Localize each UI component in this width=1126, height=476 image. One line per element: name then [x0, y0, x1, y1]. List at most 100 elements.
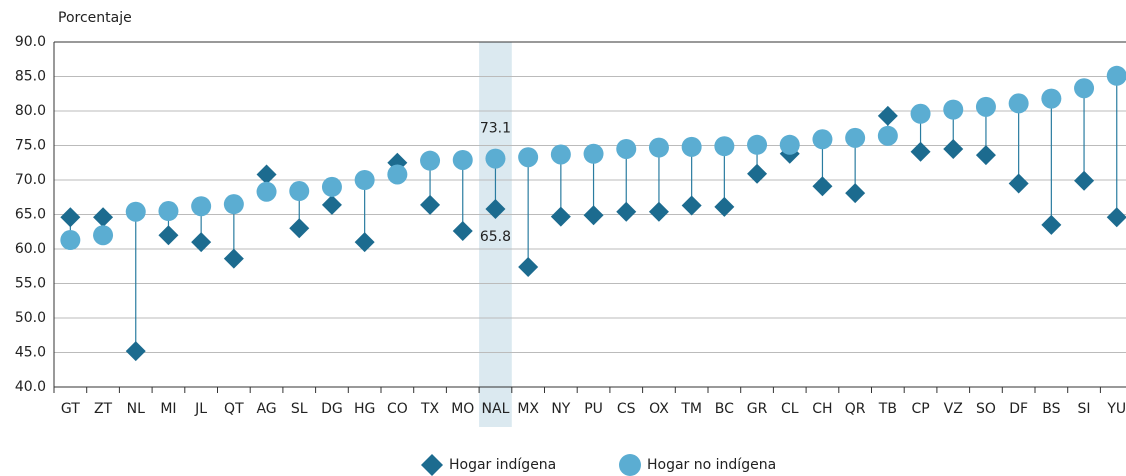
x-tick-label: QT	[224, 401, 244, 417]
x-tick-label: CO	[387, 401, 408, 417]
circle-marker	[845, 127, 866, 148]
diamond-marker	[420, 194, 441, 215]
legend-label: Hogar indígena	[449, 457, 556, 473]
diamond-marker	[485, 198, 506, 219]
diamond-marker	[812, 176, 833, 197]
circle-marker	[223, 194, 244, 215]
diamond-marker	[93, 207, 114, 228]
diamond-marker	[1041, 214, 1062, 235]
circle-marker	[518, 147, 539, 168]
diamond-marker	[452, 221, 473, 242]
circle-marker	[910, 103, 931, 124]
circle-marker	[60, 230, 81, 251]
y-tick-label: 45.0	[15, 345, 46, 361]
x-tick-label: DG	[321, 401, 343, 417]
diamond-marker	[60, 207, 81, 228]
legend-label: Hogar no indígena	[647, 457, 776, 473]
y-tick-label: 65.0	[15, 207, 46, 223]
diamond-marker	[256, 164, 277, 185]
x-tick-label: TM	[680, 401, 702, 417]
x-tick-label: SO	[976, 401, 996, 417]
circle-marker	[975, 96, 996, 117]
diamond-marker	[681, 195, 702, 216]
x-tick-label: BS	[1042, 401, 1060, 417]
y-tick-label: 85.0	[15, 69, 46, 85]
diamond-marker	[550, 206, 571, 227]
highlight-band	[479, 42, 512, 427]
x-tick-label: NY	[551, 401, 570, 417]
x-tick-label: ZT	[94, 401, 113, 417]
circle-marker	[485, 148, 506, 169]
diamond-marker	[1106, 207, 1126, 228]
diamond-marker	[125, 341, 146, 362]
x-tick-label: BC	[715, 401, 734, 417]
data-label: 65.8	[480, 229, 511, 245]
x-tick-label: SI	[1078, 401, 1091, 417]
y-tick-label: 70.0	[15, 172, 46, 188]
circle-marker	[779, 134, 800, 155]
circle-marker	[420, 150, 441, 171]
x-tick-label: NAL	[482, 401, 510, 417]
circle-marker	[387, 164, 408, 185]
y-tick-label: 75.0	[15, 138, 46, 154]
diamond-marker	[354, 232, 375, 253]
x-tick-label: CH	[812, 401, 832, 417]
circle-marker	[452, 149, 473, 170]
circle-marker	[191, 196, 212, 217]
circle-marker	[93, 225, 114, 246]
circle-marker	[550, 144, 571, 165]
circle-marker	[289, 181, 310, 202]
circle-marker	[583, 143, 604, 164]
x-tick-label: CP	[911, 401, 929, 417]
circle-marker	[1106, 65, 1126, 86]
y-tick-label: 50.0	[15, 310, 46, 326]
x-tick-label: TX	[420, 401, 440, 417]
y-tick-label: 55.0	[15, 276, 46, 292]
x-tick-label: JL	[194, 401, 207, 417]
legend-marker	[421, 454, 443, 476]
x-tick-label: AG	[256, 401, 276, 417]
data-label: 73.1	[480, 121, 511, 137]
y-tick-label: 90.0	[15, 34, 46, 50]
circle-marker	[125, 201, 146, 222]
y-tick-label: 60.0	[15, 241, 46, 257]
x-tick-label: PU	[584, 401, 603, 417]
diamond-marker	[1074, 170, 1095, 191]
x-tick-label: MO	[451, 401, 474, 417]
circle-marker	[681, 136, 702, 157]
circle-marker	[158, 201, 179, 222]
diamond-marker	[191, 232, 212, 253]
diamond-marker	[877, 105, 898, 126]
x-tick-label: YU	[1106, 401, 1126, 417]
diamond-marker	[289, 218, 310, 239]
circle-marker	[648, 137, 669, 158]
diamond-marker	[518, 256, 539, 277]
x-tick-label: GT	[61, 401, 80, 417]
circle-marker	[616, 138, 637, 159]
legend-marker	[619, 454, 641, 476]
x-tick-label: CS	[617, 401, 636, 417]
x-tick-label: OX	[649, 401, 669, 417]
diamond-marker	[747, 163, 768, 184]
circle-marker	[812, 129, 833, 150]
x-tick-label: QR	[845, 401, 866, 417]
diamond-marker	[910, 141, 931, 162]
diamond-marker	[975, 145, 996, 166]
x-tick-label: MX	[517, 401, 539, 417]
x-tick-label: VZ	[944, 401, 963, 417]
diamond-marker	[648, 201, 669, 222]
circle-marker	[877, 125, 898, 146]
diamond-marker	[845, 183, 866, 204]
circle-marker	[1041, 88, 1062, 109]
y-axis-label: Porcentaje	[58, 10, 132, 26]
x-tick-label: NL	[127, 401, 145, 417]
diamond-marker	[943, 138, 964, 159]
circle-marker	[321, 176, 342, 197]
y-tick-label: 40.0	[15, 379, 46, 395]
circle-marker	[1074, 78, 1095, 99]
diamond-marker	[1008, 173, 1029, 194]
x-tick-label: MI	[160, 401, 176, 417]
x-tick-label: DF	[1009, 401, 1028, 417]
x-tick-label: CL	[781, 401, 799, 417]
circle-marker	[747, 134, 768, 155]
